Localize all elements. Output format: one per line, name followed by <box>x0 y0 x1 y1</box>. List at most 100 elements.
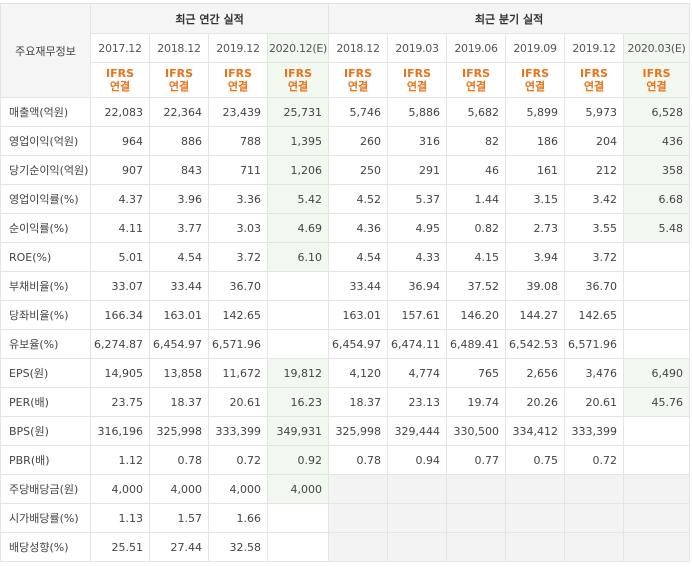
table-cell: 0.72 <box>208 445 268 475</box>
accounting-basis-label: IFRS 연결 <box>208 62 268 98</box>
period-header: 2019.09 <box>505 33 566 63</box>
table-cell: 25,731 <box>266 97 330 127</box>
period-header: 2019.03 <box>387 33 448 63</box>
table-cell: 33.44 <box>328 271 389 301</box>
table-cell <box>623 329 691 359</box>
table-cell: 4,774 <box>387 358 448 388</box>
table-cell: 3.36 <box>208 184 268 214</box>
consolidation-text: 연결 <box>583 80 605 93</box>
table-cell: 33.44 <box>149 271 209 301</box>
table-cell: 5,682 <box>446 97 507 127</box>
table-cell <box>266 503 330 533</box>
table-cell: 32.58 <box>208 532 268 562</box>
table-cell: 82 <box>446 126 507 156</box>
accounting-basis-label: IFRS 연결 <box>149 62 209 98</box>
table-row: 유보율(%) 6,274.87 6,454.97 6,571.96 6,454.97 6,… <box>0 329 691 359</box>
row-label: 매출액(억원) <box>0 97 91 127</box>
table-cell: 37.52 <box>446 271 507 301</box>
row-label: 부채비율(%) <box>0 271 91 301</box>
table-cell: 250 <box>328 155 389 185</box>
table-cell: 6,474.11 <box>387 329 448 359</box>
table-cell: 4.11 <box>90 213 150 243</box>
table-cell <box>328 474 389 504</box>
table-row: PER(배) 23.75 18.37 20.61 16.23 18.37 23.13 19.7… <box>0 387 691 417</box>
table-cell: 0.92 <box>266 445 330 475</box>
consolidation-text: 연결 <box>646 80 667 93</box>
table-cell: 4.52 <box>328 184 389 214</box>
consolidation-text: 연결 <box>465 80 487 93</box>
table-cell: 33.07 <box>90 271 150 301</box>
table-row: ROE(%) 5.01 4.54 3.72 6.10 4.54 4.33 4.15 3.94 3.… <box>0 242 691 272</box>
table-cell: 19,812 <box>266 358 330 388</box>
row-label: 당좌비율(%) <box>0 300 91 330</box>
table-cell <box>446 474 507 504</box>
table-cell: 163.01 <box>149 300 209 330</box>
table-cell: 36.70 <box>208 271 268 301</box>
table-row: EPS(원) 14,905 13,858 11,672 19,812 4,120 4,774… <box>0 358 691 388</box>
table-cell: 3.55 <box>564 213 625 243</box>
table-cell <box>623 300 691 330</box>
table-cell: 18.37 <box>328 387 389 417</box>
accounting-standard-text: IFRS <box>521 67 550 80</box>
table-cell: 6,542.53 <box>505 329 566 359</box>
table-cell <box>266 532 330 562</box>
table-cell: 4,000 <box>90 474 150 504</box>
table-cell: 6,274.87 <box>90 329 150 359</box>
table-cell: 333,399 <box>208 416 268 446</box>
table-cell: 20.61 <box>208 387 268 417</box>
table-cell: 6,571.96 <box>564 329 625 359</box>
table-cell: 212 <box>564 155 625 185</box>
table-row: 매출액(억원) 22,083 22,364 23,439 25,731 5,746 5,88… <box>0 97 691 127</box>
table-cell <box>505 503 566 533</box>
annual-results-header: 최근 연간 실적 <box>89 3 330 34</box>
table-row: 배당성향(%) 25.51 27.44 32.58 <box>0 532 691 562</box>
row-label: 순이익률(%) <box>0 213 91 243</box>
table-cell: 1,206 <box>266 155 330 185</box>
table-cell: 45.76 <box>623 387 691 417</box>
table-cell: 144.27 <box>505 300 566 330</box>
table-cell <box>266 271 330 301</box>
financial-summary-table: 주요재무정보 최근 연간 실적 최근 분기 실적 2017.12 2018.12… <box>0 3 691 562</box>
period-header: 2018.12 <box>328 33 389 63</box>
accounting-basis-label: IFRS 연결 <box>623 62 691 98</box>
table-cell: 46 <box>446 155 507 185</box>
table-cell: 146.20 <box>446 300 507 330</box>
table-cell: 5.48 <box>623 213 691 243</box>
table-cell: 4.95 <box>387 213 448 243</box>
table-cell <box>623 474 691 504</box>
table-cell: 0.82 <box>446 213 507 243</box>
table-cell: 6,454.97 <box>328 329 389 359</box>
table-cell: 4.37 <box>90 184 150 214</box>
accounting-standard-text: IFRS <box>580 67 609 80</box>
table-row: 당기순이익(억원) 907 843 711 1,206 250 291 46 161 212 358 <box>0 155 691 185</box>
row-label: 영업이익률(%) <box>0 184 91 214</box>
table-cell: 3.94 <box>505 242 566 272</box>
table-cell: 1.13 <box>90 503 150 533</box>
consolidation-text: 연결 <box>524 80 546 93</box>
table-cell: 5.01 <box>90 242 150 272</box>
table-cell: 4.33 <box>387 242 448 272</box>
table-cell <box>446 532 507 562</box>
table-cell: 13,858 <box>149 358 209 388</box>
row-label: PBR(배) <box>0 445 91 475</box>
row-label: 시가배당률(%) <box>0 503 91 533</box>
period-header: 2019.12 <box>564 33 625 63</box>
table-cell <box>505 532 566 562</box>
table-cell: 1.12 <box>90 445 150 475</box>
table-cell <box>266 300 330 330</box>
table-cell: 19.74 <box>446 387 507 417</box>
table-cell <box>564 474 625 504</box>
table-stub-header: 주요재무정보 <box>0 3 91 98</box>
table-cell <box>328 532 389 562</box>
table-cell: 3.42 <box>564 184 625 214</box>
table-row: 영업이익(억원) 964 886 788 1,395 260 316 82 186 204 436 <box>0 126 691 156</box>
table-cell: 20.26 <box>505 387 566 417</box>
table-cell: 25.51 <box>90 532 150 562</box>
table-cell: 3.15 <box>505 184 566 214</box>
row-label: ROE(%) <box>0 242 91 272</box>
table-cell: 2.73 <box>505 213 566 243</box>
table-cell: 36.94 <box>387 271 448 301</box>
table-cell: 316,196 <box>90 416 150 446</box>
table-row: 당좌비율(%) 166.34 163.01 142.65 163.01 157.61 146… <box>0 300 691 330</box>
table-cell: 349,931 <box>266 416 330 446</box>
